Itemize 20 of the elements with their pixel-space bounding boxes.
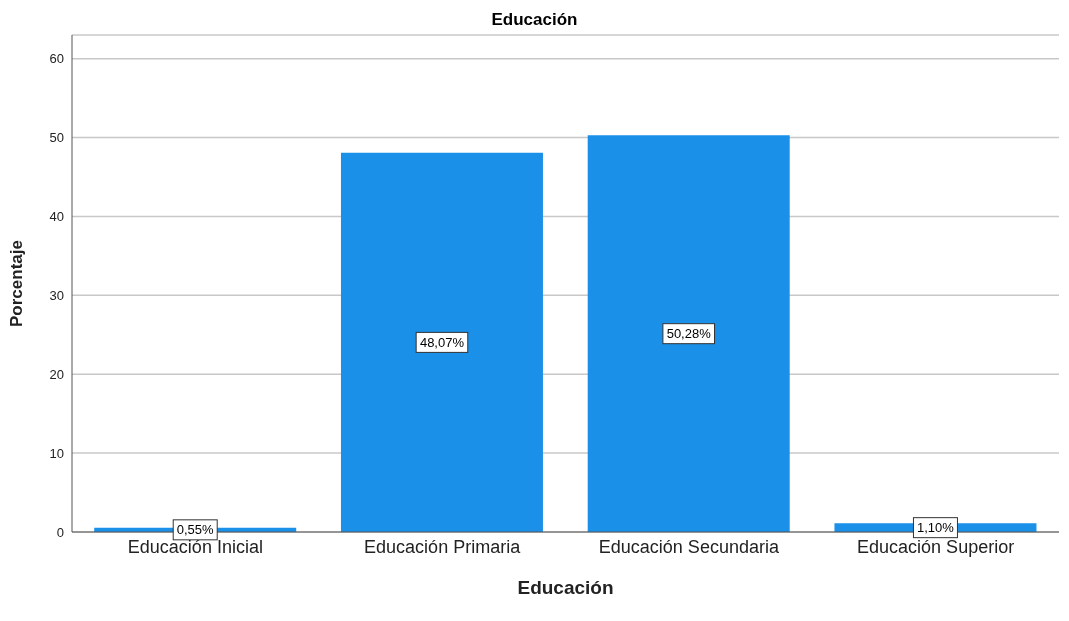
y-tick-label: 0 <box>56 524 64 540</box>
y-tick-label: 40 <box>49 209 64 225</box>
x-tick-label: Educación Superior <box>857 536 1015 557</box>
y-axis-title: Porcentaje <box>7 240 27 327</box>
x-tick-label: Educación Secundaria <box>598 536 780 557</box>
bar <box>340 152 543 532</box>
x-tick-label: Educación Inicial <box>127 536 263 557</box>
data-label: 50,28% <box>666 326 712 342</box>
y-tick-label: 50 <box>49 130 64 146</box>
y-tick-label: 60 <box>49 51 64 67</box>
y-tick-label: 30 <box>49 287 64 303</box>
chart-title: Educación <box>490 9 579 31</box>
data-label: 48,07% <box>419 334 465 350</box>
data-label: 0,55% <box>176 522 215 538</box>
bar <box>587 135 790 532</box>
x-axis-title: Educación <box>517 577 614 598</box>
y-tick-label: 10 <box>49 445 64 461</box>
y-tick-label: 20 <box>49 366 64 382</box>
data-label: 1,10% <box>917 520 955 536</box>
x-tick-label: Educación Primaria <box>364 536 522 557</box>
